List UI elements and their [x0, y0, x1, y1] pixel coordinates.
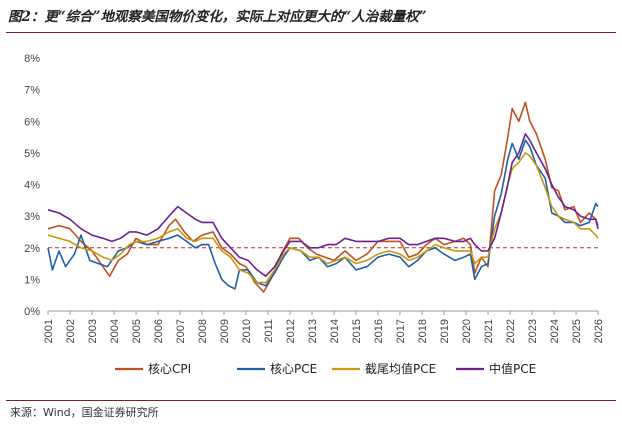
x-tick-label: 2026 — [593, 319, 605, 343]
x-tick-label: 2009 — [219, 319, 231, 343]
x-tick-label: 2019 — [439, 319, 451, 343]
x-tick-label: 2013 — [307, 319, 319, 343]
x-tick-label: 2005 — [131, 319, 143, 343]
x-axis: 2001 2002 2003 2004 2005 2006 2007 2008 2009 2010… — [43, 311, 605, 343]
y-tick-label: 2% — [24, 243, 40, 255]
x-tick-label: 2007 — [175, 319, 187, 343]
legend-label: 截尾均值PCE — [365, 361, 436, 376]
x-tick-label: 2025 — [571, 319, 583, 343]
title-rule — [6, 32, 616, 33]
x-tick-label: 2006 — [153, 319, 165, 343]
x-tick-label: 2001 — [43, 319, 55, 343]
x-tick-label: 2017 — [395, 319, 407, 343]
y-tick-label: 0% — [24, 306, 40, 318]
y-tick-label: 5% — [24, 148, 40, 160]
x-tick-label: 2002 — [65, 319, 77, 343]
legend-label: 核心CPI — [148, 362, 191, 376]
x-tick-label: 2018 — [417, 319, 429, 343]
x-tick-label: 2014 — [329, 319, 341, 343]
x-tick-label: 2011 — [263, 319, 275, 343]
y-tick-label: 6% — [24, 116, 40, 128]
source-rule — [6, 400, 616, 401]
source-note: 来源：Wind，国金证券研究所 — [10, 406, 159, 419]
y-tick-label: 8% — [24, 53, 40, 65]
x-tick-label: 2021 — [483, 319, 495, 343]
x-tick-label: 2012 — [285, 319, 297, 343]
y-axis: 0% 1% 2% 3% 4% 5% 6% 7% 8% — [24, 53, 40, 318]
x-tick-label: 2004 — [109, 319, 121, 343]
legend: 核心CPI 核心PCE 截尾均值PCE 中值PCE — [115, 361, 536, 376]
x-tick-label: 2016 — [373, 319, 385, 343]
series-line-1 — [47, 101, 599, 293]
series-line-4 — [47, 133, 599, 277]
x-tick-label: 2023 — [527, 319, 539, 343]
y-tick-label: 3% — [24, 211, 40, 223]
x-tick-label: 2008 — [197, 319, 209, 343]
x-tick-label: 2003 — [87, 319, 99, 343]
series-line-3 — [47, 152, 599, 284]
y-tick-label: 4% — [24, 180, 40, 192]
legend-label: 核心PCE — [270, 362, 317, 376]
x-tick-label: 2010 — [241, 319, 253, 343]
x-tick-label: 2020 — [461, 319, 473, 343]
x-tick-label: 2022 — [505, 319, 517, 343]
series-line-2 — [47, 139, 599, 290]
x-tick-label: 2015 — [351, 319, 363, 343]
x-tick-label: 2024 — [549, 319, 561, 343]
y-tick-label: 7% — [24, 85, 40, 97]
chart-title: 图2：更“综合”地观察美国物价变化，实际上对应更大的“人治裁量权” — [8, 9, 427, 25]
y-tick-label: 1% — [24, 274, 40, 286]
legend-label: 中值PCE — [489, 361, 536, 376]
series-lines — [47, 101, 599, 293]
